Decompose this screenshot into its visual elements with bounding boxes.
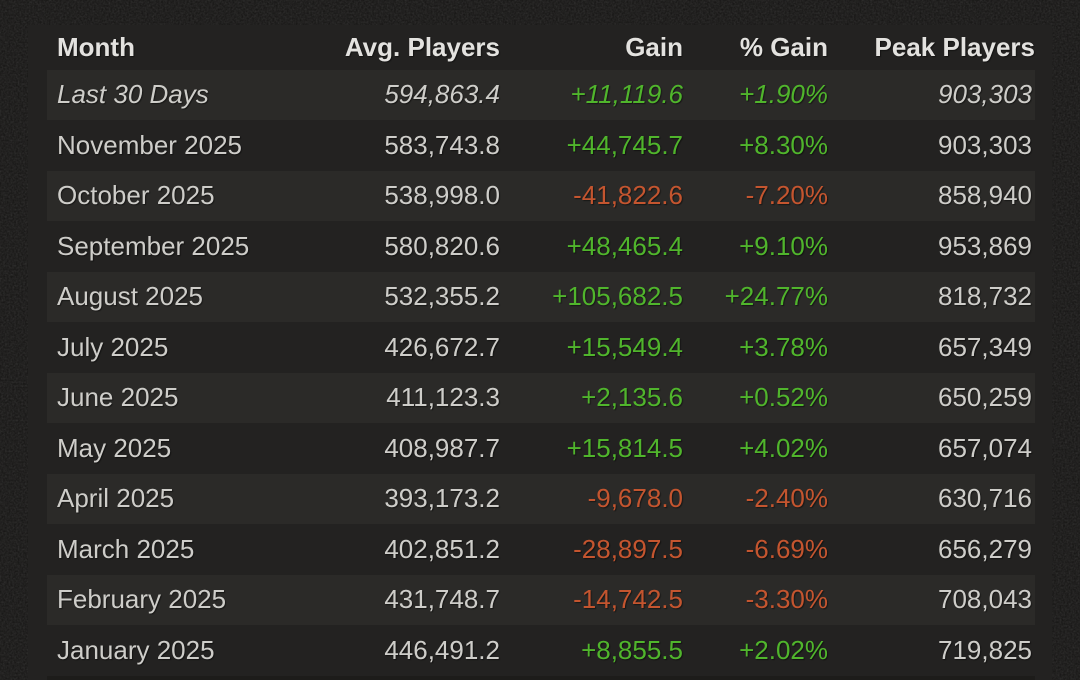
table-row: July 2025 426,672.7 +15,549.4 +3.78% 657…: [47, 322, 1035, 373]
gain-cell: +15,549.4: [566, 331, 683, 362]
month-cell: Last 30 Days: [57, 79, 209, 110]
avg-players-cell: 594,863.4: [384, 79, 500, 110]
month-cell: October 2025: [57, 180, 215, 211]
avg-players-cell: 532,355.2: [384, 281, 500, 312]
pct-gain-cell: -7.20%: [745, 180, 828, 211]
peak-players-cell: 630,716: [938, 483, 1032, 514]
table-row: March 2025 402,851.2 -28,897.5 -6.69% 65…: [47, 524, 1035, 575]
month-cell: June 2025: [57, 382, 179, 413]
table-body: Last 30 Days 594,863.4 +11,119.6 +1.90% …: [47, 69, 1035, 676]
table-row: June 2025 411,123.3 +2,135.6 +0.52% 650,…: [47, 372, 1035, 423]
pct-gain-cell: +2.02%: [739, 634, 828, 665]
peak-players-cell: 953,869: [938, 230, 1032, 261]
peak-players-cell: 656,279: [938, 533, 1032, 564]
month-cell: March 2025: [57, 533, 195, 564]
avg-players-cell: 580,820.6: [384, 230, 500, 261]
month-cell: November 2025: [57, 129, 242, 160]
table-row: January 2025 446,491.2 +8,855.5 +2.02% 7…: [47, 625, 1035, 676]
peak-players-cell: 818,732: [938, 281, 1032, 312]
avg-players-cell: 538,998.0: [384, 180, 500, 211]
avg-players-cell: 446,491.2: [384, 634, 500, 665]
peak-players-cell: 903,303: [938, 129, 1032, 160]
pct-gain-cell: +4.02%: [739, 432, 828, 463]
peak-players-cell: 903,303: [938, 79, 1032, 110]
month-cell: September 2025: [57, 230, 250, 261]
pct-gain-cell: +3.78%: [739, 331, 828, 362]
table-row: February 2025 431,748.7 -14,742.5 -3.30%…: [47, 574, 1035, 625]
avg-players-cell: 393,173.2: [384, 483, 500, 514]
table-row: May 2025 408,987.7 +15,814.5 +4.02% 657,…: [47, 423, 1035, 474]
pct-gain-cell: +24.77%: [724, 281, 828, 312]
month-cell: July 2025: [57, 331, 169, 362]
table-row: November 2025 583,743.8 +44,745.7 +8.30%…: [47, 120, 1035, 171]
col-header-peak-players: Peak Players: [874, 31, 1035, 62]
pct-gain-cell: +0.52%: [739, 382, 828, 413]
next-row-partial-edge: [47, 675, 1035, 680]
gain-cell: +44,745.7: [566, 129, 683, 160]
month-cell: August 2025: [57, 281, 204, 312]
avg-players-cell: 431,748.7: [384, 584, 500, 615]
peak-players-cell: 650,259: [938, 382, 1032, 413]
avg-players-cell: 402,851.2: [384, 533, 500, 564]
gain-cell: +11,119.6: [570, 79, 683, 110]
peak-players-cell: 719,825: [938, 634, 1032, 665]
table-row: Last 30 Days 594,863.4 +11,119.6 +1.90% …: [47, 69, 1035, 120]
pct-gain-cell: +9.10%: [739, 230, 828, 261]
content-panel: Month Avg. Players Gain % Gain Peak Play…: [28, 25, 1052, 680]
monthly-players-table: Month Avg. Players Gain % Gain Peak Play…: [47, 25, 1035, 676]
avg-players-cell: 411,123.3: [386, 382, 500, 413]
gain-cell: -28,897.5: [573, 533, 683, 564]
table-row: August 2025 532,355.2 +105,682.5 +24.77%…: [47, 271, 1035, 322]
gain-cell: +8,855.5: [581, 634, 683, 665]
peak-players-cell: 657,349: [938, 331, 1032, 362]
table-row: September 2025 580,820.6 +48,465.4 +9.10…: [47, 221, 1035, 272]
gain-cell: +48,465.4: [566, 230, 683, 261]
avg-players-cell: 583,743.8: [384, 129, 500, 160]
peak-players-cell: 708,043: [938, 584, 1032, 615]
col-header-gain: Gain: [625, 31, 683, 62]
gain-cell: +2,135.6: [581, 382, 683, 413]
col-header-month: Month: [57, 31, 135, 62]
month-cell: January 2025: [57, 634, 215, 665]
table-row: April 2025 393,173.2 -9,678.0 -2.40% 630…: [47, 473, 1035, 524]
month-cell: April 2025: [57, 483, 175, 514]
table-header-row: Month Avg. Players Gain % Gain Peak Play…: [47, 25, 1035, 70]
gain-cell: -41,822.6: [573, 180, 683, 211]
pct-gain-cell: -2.40%: [745, 483, 828, 514]
col-header-pct-gain: % Gain: [739, 31, 828, 62]
gain-cell: +15,814.5: [566, 432, 683, 463]
avg-players-cell: 408,987.7: [384, 432, 500, 463]
gain-cell: -14,742.5: [573, 584, 683, 615]
peak-players-cell: 858,940: [938, 180, 1032, 211]
peak-players-cell: 657,074: [938, 432, 1032, 463]
pct-gain-cell: +8.30%: [739, 129, 828, 160]
gain-cell: +105,682.5: [552, 281, 683, 312]
gain-cell: -9,678.0: [587, 483, 683, 514]
table-row: October 2025 538,998.0 -41,822.6 -7.20% …: [47, 170, 1035, 221]
month-cell: May 2025: [57, 432, 172, 463]
pct-gain-cell: -3.30%: [745, 584, 828, 615]
pct-gain-cell: -6.69%: [745, 533, 828, 564]
month-cell: February 2025: [57, 584, 227, 615]
pct-gain-cell: +1.90%: [739, 79, 828, 110]
avg-players-cell: 426,672.7: [384, 331, 500, 362]
col-header-avg-players: Avg. Players: [344, 31, 500, 62]
